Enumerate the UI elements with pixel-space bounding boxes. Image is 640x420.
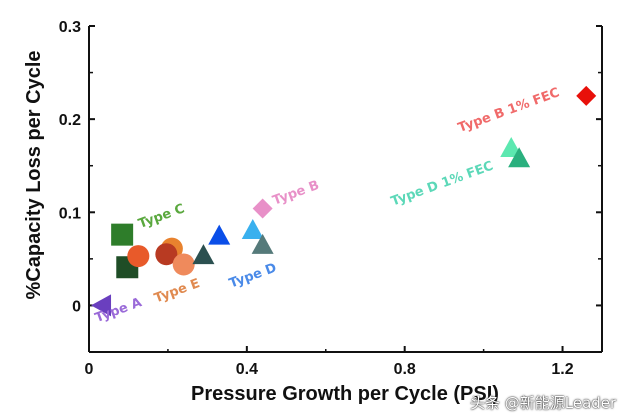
y-tick-label: 0 [72, 298, 81, 315]
x-tick-label: 0.8 [394, 361, 416, 378]
data-point-circle [155, 243, 178, 266]
annotation-label: Type D [227, 260, 279, 291]
annotation-label: Type C [137, 201, 187, 232]
data-point-circle [127, 245, 150, 268]
annotation-label: Type E [152, 276, 202, 306]
plot-frame [88, 26, 603, 353]
annotation-label: Type A [93, 295, 144, 326]
annotation-label: Type B 1% FEC [456, 85, 561, 136]
x-axis-label: Pressure Growth per Cycle (PSI) [191, 383, 499, 405]
y-tick-label: 0.1 [59, 205, 81, 222]
watermark: 头条 @新能源Leader [470, 394, 617, 412]
data-point-triangle-left [91, 294, 112, 317]
data-point-triangle-up [208, 224, 231, 245]
annotation-label: Type D 1% FEC [389, 159, 495, 210]
x-tick-label: 0.4 [236, 361, 258, 378]
data-point-triangle-up [251, 233, 274, 254]
data-point-triangle-up [508, 147, 531, 168]
y-tick-label: 0.2 [59, 112, 81, 129]
annotation-label: Type B [271, 178, 322, 209]
y-axis-label: %Capacity Loss per Cycle [23, 51, 45, 300]
data-point-triangle-up [192, 244, 215, 265]
x-tick-label: 1.2 [551, 361, 573, 378]
data-point-diamond [576, 85, 597, 106]
data-point-diamond [252, 198, 273, 219]
x-tick-label: 0 [85, 361, 94, 378]
data-point-square [111, 223, 134, 246]
data-point-circle [172, 253, 195, 276]
y-tick-label: 0.3 [59, 19, 81, 36]
data-point-triangle-up [241, 218, 264, 239]
